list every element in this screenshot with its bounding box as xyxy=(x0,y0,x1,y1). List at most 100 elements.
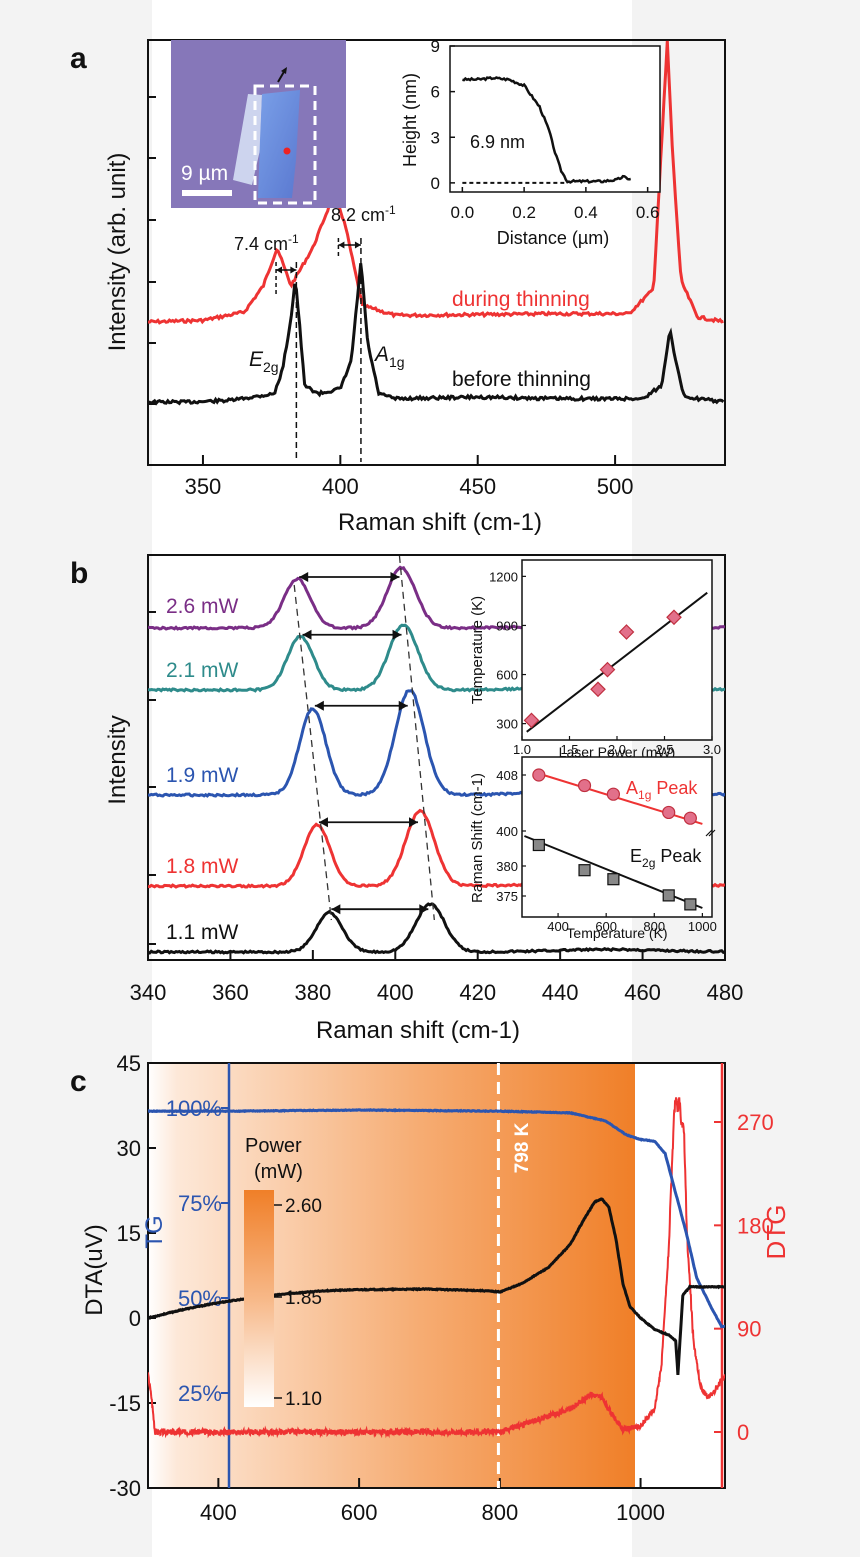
power-legend-title: Power xyxy=(245,1135,302,1157)
arrowhead-right-icon xyxy=(390,572,400,582)
dta-tick-label: 45 xyxy=(117,1051,141,1076)
axis-break-icon xyxy=(705,829,716,837)
x-tick-label-b: 460 xyxy=(624,980,661,1005)
arrowhead-right-icon xyxy=(409,817,419,828)
dta-tick-label: -15 xyxy=(109,1391,141,1416)
power-legend: Power (mW) 2.60 1.85 1.10 xyxy=(244,1135,322,1410)
dta-tick-label: 15 xyxy=(117,1221,141,1246)
x-tick-label-c: 1000 xyxy=(616,1500,665,1525)
afm-y-tick-label: 3 xyxy=(431,128,440,147)
spectrum-1-1-mW xyxy=(148,902,725,955)
temp-y-tick-label: 600 xyxy=(496,668,518,683)
a1g-point xyxy=(662,805,676,820)
x-tick-label-a: 350 xyxy=(185,474,222,499)
shift-x-label: Temperature (K) xyxy=(566,925,667,941)
afm-y-label: Height (nm) xyxy=(400,73,420,167)
shift-arrow-a1g-head-right xyxy=(354,241,361,249)
arrowhead-left-icon xyxy=(318,817,328,828)
shift-y-tick-label: 375 xyxy=(496,889,518,904)
power-value-max: 2.60 xyxy=(285,1196,322,1217)
scale-bar-label: 9 µm xyxy=(181,162,228,185)
dtg-tick-label: 180 xyxy=(737,1213,774,1238)
axes-frame-c xyxy=(147,1062,726,1489)
shift-x-tick-label: 1000 xyxy=(688,919,717,934)
afm-x-tick-label: 0.6 xyxy=(636,203,660,222)
temp-x-tick-label: 3.0 xyxy=(703,742,721,757)
e2g-point xyxy=(607,873,620,886)
e2g-point xyxy=(578,864,591,877)
axes-frame-a xyxy=(147,39,726,466)
temp-y-tick-label: 300 xyxy=(496,717,518,732)
tg-ticks: 100%75%50%25% xyxy=(166,1096,229,1406)
x-axis-label-a: Raman shift (cm-1) xyxy=(338,509,542,536)
power-value-mid: 1.85 xyxy=(285,1288,322,1309)
power-label: 2.6 mW xyxy=(166,595,239,618)
tg-tick-label: 100% xyxy=(166,1096,222,1121)
afm-axes-frame xyxy=(449,45,661,193)
x-ticks-a: 350 400 450 500 xyxy=(185,455,633,499)
arrowhead-left-icon xyxy=(302,629,312,640)
panel-label-c: c xyxy=(70,1065,87,1098)
shift-x-tick-label: 800 xyxy=(643,919,665,934)
temp-axes-frame xyxy=(521,559,713,741)
x-ticks-c: 400 600 800 1000 xyxy=(200,1478,665,1525)
power-labels-b: 2.6 mW 2.1 mW 1.9 mW 1.8 mW 1.1 mW xyxy=(166,595,239,944)
panel-label-b: b xyxy=(70,557,88,590)
y-ticks-b xyxy=(148,611,156,945)
temp-x-tick-label: 2.5 xyxy=(655,742,673,757)
shift-arrow-a1g-head-left xyxy=(338,241,345,249)
shift-x-tick-label: 400 xyxy=(547,919,569,934)
x-tick-label-b: 440 xyxy=(542,980,579,1005)
temperature-inset: 1.0 1.5 2.0 2.5 3.0 300 600 900 1200 Laser Power… xyxy=(469,559,721,760)
optical-image-inset: 9 µm xyxy=(171,40,346,208)
shift-points xyxy=(532,768,697,911)
scale-bar xyxy=(182,190,232,196)
shift-axes-frame xyxy=(521,756,713,918)
afm-y-tick-label: 6 xyxy=(431,83,440,102)
y-axis-label-a: Intensity (arb. unit) xyxy=(104,153,131,352)
x-tick-label-b: 400 xyxy=(377,980,414,1005)
e2g-point xyxy=(662,889,675,902)
x-tick-label-c: 400 xyxy=(200,1500,237,1525)
temp-x-label: Laser Power (mW) xyxy=(559,744,676,760)
series-during-thinning xyxy=(148,40,724,325)
afm-inset: 0.0 0.2 0.4 0.6 0 3 6 9 6.9 nm Distance (µm) He… xyxy=(400,37,661,248)
x-tick-label-b: 420 xyxy=(459,980,496,1005)
label-during-thinning: during thinning xyxy=(452,288,590,311)
power-colorbar xyxy=(244,1190,274,1407)
temp-inset-ticks: 1.0 1.5 2.0 2.5 3.0 300 600 900 1200 xyxy=(489,569,721,757)
shift-inset-ticks: 400 600 800 1000 408 400 380 375 xyxy=(496,768,717,934)
panel-b: b 340 360 380 400 420 440 460 480 Intensity Ram… xyxy=(70,554,743,1044)
y-axis-label-b: Intensity xyxy=(104,715,131,804)
temperature-point xyxy=(599,661,616,678)
shift-y-tick-label: 400 xyxy=(496,824,518,839)
arrowhead-right-icon xyxy=(398,700,408,711)
temp-x-tick-label: 1.5 xyxy=(560,742,578,757)
afm-x-label: Distance (µm) xyxy=(497,228,609,248)
x-axis-label-b: Raman shift (cm-1) xyxy=(316,1017,520,1044)
shift-arrow-e2g-head-right xyxy=(290,266,297,274)
marker-798k-label: 798 K xyxy=(512,1122,533,1173)
power-label: 1.1 mW xyxy=(166,921,239,944)
x-tick-label-b: 340 xyxy=(130,980,167,1005)
peak-guides-b xyxy=(293,555,435,921)
label-e2g: E2g xyxy=(249,348,279,375)
series-dtg xyxy=(148,1097,725,1439)
a1g-peak-label: A1g Peak xyxy=(626,778,698,802)
afm-height-profile xyxy=(462,75,631,184)
dtg-tick-label: 90 xyxy=(737,1317,761,1342)
e2g-peak-label: E2g Peak xyxy=(630,846,702,870)
arrowhead-left-icon xyxy=(331,904,341,915)
label-before-thinning: before thinning xyxy=(452,368,591,391)
peak-shift-annotations xyxy=(275,238,362,462)
shift-arrow-e2g-head-left xyxy=(276,266,283,274)
label-a1g: A1g xyxy=(373,343,405,370)
a1g-point xyxy=(606,787,620,801)
temperature-point xyxy=(523,712,540,729)
temp-x-tick-label: 1.0 xyxy=(513,742,531,757)
dtg-tick-label: 270 xyxy=(737,1110,774,1135)
afm-x-tick-label: 0.0 xyxy=(451,203,475,222)
tg-axis-label: TG xyxy=(141,1215,168,1248)
